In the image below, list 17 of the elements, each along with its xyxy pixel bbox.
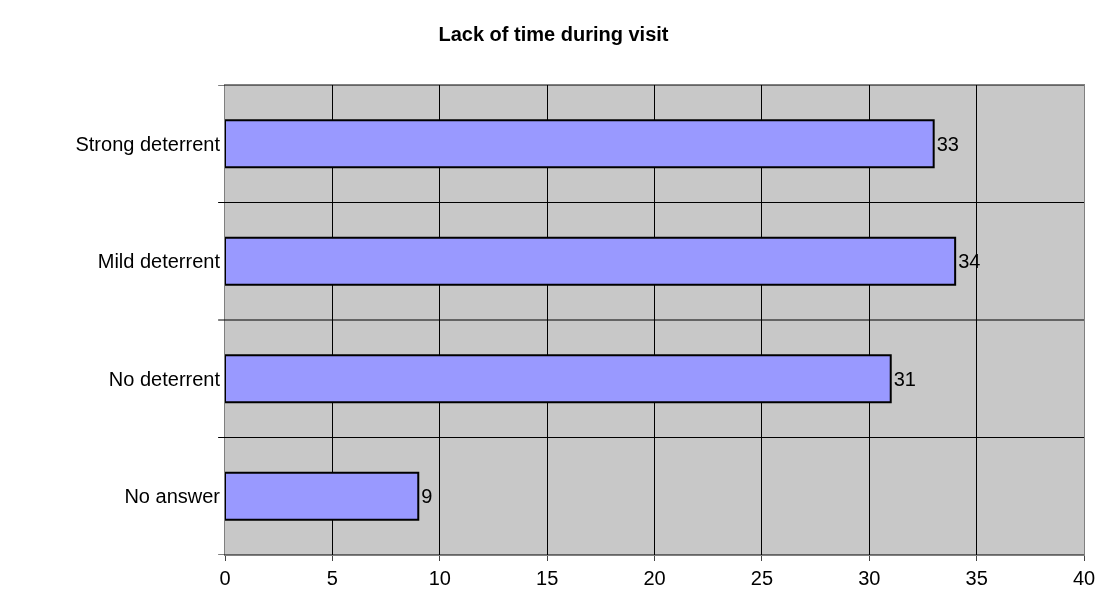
x-tick-label: 40 bbox=[1072, 567, 1096, 589]
data-label: 9 bbox=[421, 485, 433, 508]
y-tick-label: Mild deterrent bbox=[97, 250, 221, 273]
x-tick-label: 20 bbox=[643, 567, 666, 589]
data-label: 33 bbox=[936, 132, 959, 155]
x-tick-label: 25 bbox=[750, 567, 774, 589]
x-tick-label: 10 bbox=[428, 567, 451, 589]
x-tick-label: 30 bbox=[858, 567, 881, 589]
y-tick-label: No answer bbox=[124, 485, 221, 508]
y-tick-label: No deterrent bbox=[108, 367, 221, 390]
x-tick-label: 35 bbox=[965, 567, 988, 589]
chart-title: Lack of time during visit bbox=[438, 23, 669, 46]
x-tick-label: 5 bbox=[326, 567, 338, 589]
x-tick-label: 15 bbox=[536, 567, 559, 589]
y-tick-label: Strong deterrent bbox=[75, 132, 221, 155]
x-tick-label: 0 bbox=[219, 567, 231, 589]
data-label: 31 bbox=[893, 367, 916, 390]
